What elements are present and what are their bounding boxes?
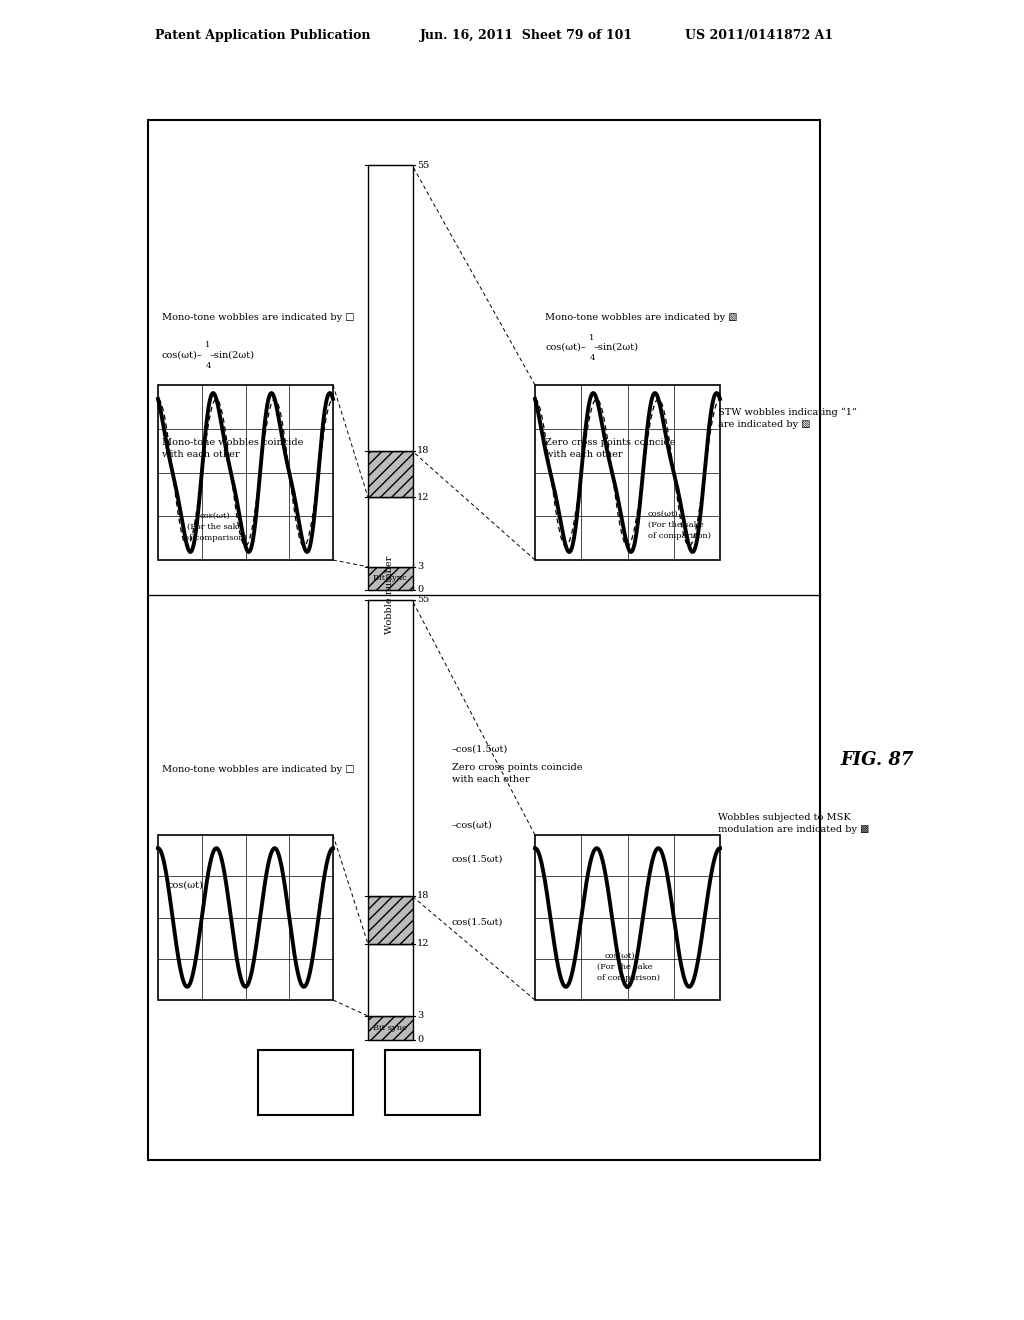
Text: US 2011/0141872 A1: US 2011/0141872 A1	[685, 29, 834, 41]
Text: Bit sync: Bit sync	[373, 574, 407, 582]
Text: 4: 4	[589, 354, 595, 362]
Text: cos(ωt): cos(ωt)	[168, 880, 204, 890]
Text: modulation are indicated by ▩: modulation are indicated by ▩	[718, 825, 869, 834]
Text: data “0”: data “0”	[286, 1082, 326, 1092]
Text: Patent Application Publication: Patent Application Publication	[155, 29, 371, 41]
Bar	[368, 165, 413, 451]
Text: are indicated by ▨: are indicated by ▨	[718, 420, 811, 429]
Text: –sin(2ωt): –sin(2ωt)	[594, 343, 639, 352]
Text: 55: 55	[417, 161, 429, 169]
Text: with each other: with each other	[545, 450, 623, 459]
Text: STW wobbles indicating “1”: STW wobbles indicating “1”	[718, 408, 857, 417]
Bar	[368, 451, 413, 498]
Text: cos(1.5ωt): cos(1.5ωt)	[452, 855, 504, 865]
Text: ADIP unit: ADIP unit	[409, 1059, 457, 1067]
Text: 55: 55	[417, 595, 429, 605]
Text: Jun. 16, 2011  Sheet 79 of 101: Jun. 16, 2011 Sheet 79 of 101	[420, 29, 633, 41]
Text: –cos(1.5ωt): –cos(1.5ωt)	[452, 744, 508, 754]
Bar	[158, 836, 333, 1001]
Text: 3: 3	[417, 1011, 423, 1020]
Text: Zero cross points coincide: Zero cross points coincide	[452, 763, 583, 772]
Text: cos(1.5ωt): cos(1.5ωt)	[452, 917, 504, 927]
Text: –cos(ωt): –cos(ωt)	[452, 821, 493, 830]
Text: indicating: indicating	[281, 1071, 331, 1078]
Text: 3: 3	[417, 562, 423, 572]
Text: FIG. 87: FIG. 87	[840, 751, 913, 770]
Text: 4: 4	[205, 362, 211, 370]
Bar	[158, 385, 333, 560]
Bar	[148, 120, 820, 1160]
Text: of comparison): of comparison)	[648, 532, 711, 540]
Text: 18: 18	[417, 891, 429, 900]
Text: (For the sake: (For the sake	[648, 521, 703, 529]
Text: with each other: with each other	[162, 450, 240, 459]
Bar	[368, 944, 413, 1016]
Text: Mono-tone wobbles are indicated by ▧: Mono-tone wobbles are indicated by ▧	[545, 313, 737, 322]
Text: –sin(2ωt): –sin(2ωt)	[210, 351, 255, 360]
Bar	[368, 498, 413, 566]
Bar	[368, 566, 413, 590]
Text: (For the sake: (For the sake	[597, 964, 652, 972]
Text: 1: 1	[206, 341, 211, 348]
Text: Bit sync: Bit sync	[373, 1024, 407, 1032]
Text: Mono-tone wobbles are indicated by □: Mono-tone wobbles are indicated by □	[162, 313, 354, 322]
Text: 12: 12	[417, 940, 429, 949]
Text: Wobble number: Wobble number	[385, 556, 394, 634]
Text: cos(ωt): cos(ωt)	[648, 510, 679, 517]
Text: with each other: with each other	[452, 775, 529, 784]
Bar	[368, 896, 413, 944]
Bar	[368, 1016, 413, 1040]
Text: (For the sake: (For the sake	[187, 523, 243, 531]
Text: ADIP unit: ADIP unit	[282, 1059, 330, 1067]
Bar	[535, 836, 720, 1001]
Text: 0: 0	[417, 586, 423, 594]
Text: 12: 12	[417, 492, 429, 502]
Text: 1: 1	[590, 334, 595, 342]
Text: Mono-tone wobbles are indicated by □: Mono-tone wobbles are indicated by □	[162, 766, 354, 774]
Bar	[385, 1049, 480, 1115]
Text: cos(ωt)–: cos(ωt)–	[162, 351, 203, 360]
Text: cos(ωt)–: cos(ωt)–	[545, 343, 586, 352]
Text: data “1”: data “1”	[412, 1082, 453, 1092]
Text: cos(ωt): cos(ωt)	[200, 512, 230, 520]
Text: cos(ωt): cos(ωt)	[605, 952, 636, 960]
Bar	[535, 385, 720, 560]
Text: of comparison): of comparison)	[183, 535, 247, 543]
Text: indicating: indicating	[408, 1071, 458, 1078]
Text: of comparison): of comparison)	[597, 974, 660, 982]
Text: 18: 18	[417, 446, 429, 455]
Text: 0: 0	[417, 1035, 423, 1044]
Text: Wobbles subjected to MSK: Wobbles subjected to MSK	[718, 813, 851, 822]
Text: Zero cross points coincide: Zero cross points coincide	[545, 438, 676, 447]
Bar	[258, 1049, 353, 1115]
Text: Mono-tone wobbles coincide: Mono-tone wobbles coincide	[162, 438, 303, 447]
Bar	[368, 601, 413, 896]
